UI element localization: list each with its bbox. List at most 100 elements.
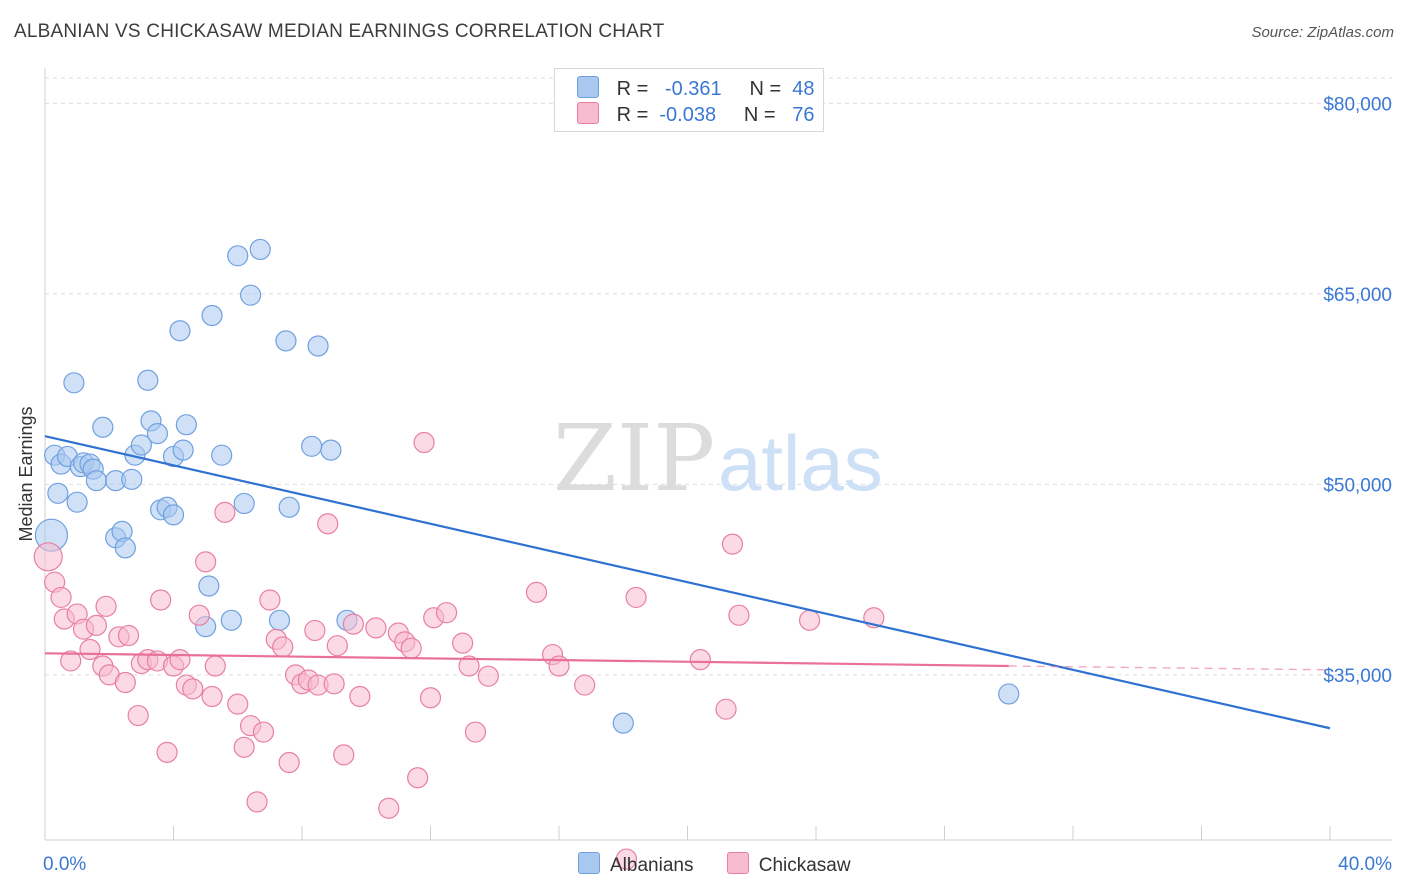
data-point [435,602,458,624]
data-point [204,655,226,677]
data-point [130,434,152,456]
data-point [240,284,262,306]
data-point [342,613,364,635]
data-point [198,575,220,597]
data-point [246,791,268,813]
chickasaw-swatch [726,852,749,874]
data-point [137,369,159,391]
source-credit: Source: ZipAtlas.com [1251,24,1394,41]
legend-item-chickasaw[interactable]: Chickasaw [726,852,851,877]
data-point [278,751,300,774]
data-point [85,614,108,636]
data-point [211,444,233,466]
r-label: R = [616,104,649,126]
data-point [320,439,342,461]
trend-line [44,652,1009,668]
data-point [220,609,242,631]
data-point [114,537,136,559]
legend-item-albanians[interactable]: Albanians [578,852,693,877]
data-point [85,469,108,492]
data-point [323,673,345,695]
data-point [201,685,223,708]
data-point [307,335,329,357]
data-point [458,655,480,677]
data-point [95,595,117,617]
data-point [728,604,750,626]
series-legend: Albanians Chickasaw [578,852,879,877]
r-label: R = [616,78,649,100]
data-point [114,671,136,694]
data-point [721,533,744,555]
data-point [419,687,442,709]
data-point [169,649,191,671]
n-label: N = [749,78,782,100]
data-point [715,698,737,720]
data-point [227,245,249,267]
data-point [249,238,271,261]
watermark-zip: ZIP [553,405,715,512]
trend-line [44,435,1331,730]
data-point [233,492,255,515]
data-point [333,744,355,766]
data-point [47,482,69,504]
data-point [79,638,101,661]
albanians-points [34,238,1020,734]
data-point [66,491,88,513]
data-point [50,586,72,609]
data-point [317,513,339,535]
data-point [798,609,821,631]
data-point [188,604,210,626]
r-value: -0.361 [664,78,722,100]
data-point [33,542,63,572]
data-point [407,767,429,789]
data-point [172,439,194,461]
y-tick-label: $65,000 [1323,285,1392,306]
data-point [278,496,300,518]
data-point [63,372,85,394]
axis-labels: $35,000 $50,000 $65,000 $80,000 0.0% 40.0% Med… [16,94,1392,875]
x-tick-label: 40.0% [1338,854,1392,875]
albanians-swatch [578,852,600,874]
data-point [121,468,143,490]
data-point [182,678,204,700]
data-point [464,721,487,743]
data-point [268,609,291,631]
data-point [275,330,297,352]
data-point [615,848,638,870]
data-point [169,320,191,342]
gridlines [45,77,1392,676]
correlation-legend: R = -0.361 N = 48 R = -0.038 N = 76 [554,68,824,132]
data-point [227,693,249,715]
data-point [214,501,236,523]
x-tick-label: 0.0% [43,854,86,875]
y-tick-label: $50,000 [1323,475,1392,496]
data-point [625,586,647,609]
data-point [413,431,435,454]
data-point [452,632,474,654]
data-point [365,617,387,639]
data-point [304,619,326,642]
data-point [612,712,634,734]
data-point [233,736,255,758]
n-label: N = [743,104,776,126]
albanians-swatch [577,76,599,98]
data-point [162,504,185,526]
data-point [146,423,169,445]
data-point [127,704,149,727]
chickasaw-points [33,431,885,870]
data-point [175,414,197,436]
data-point [60,650,82,672]
data-point [477,665,499,687]
data-point [301,435,323,457]
data-point [92,416,114,438]
data-point [689,649,711,671]
data-point [378,797,400,819]
data-point [574,674,596,696]
n-value: 76 [792,104,815,126]
chickasaw-swatch [577,102,599,124]
data-point [272,636,294,658]
data-point [259,589,281,611]
data-point [150,589,172,611]
data-point [156,741,178,763]
